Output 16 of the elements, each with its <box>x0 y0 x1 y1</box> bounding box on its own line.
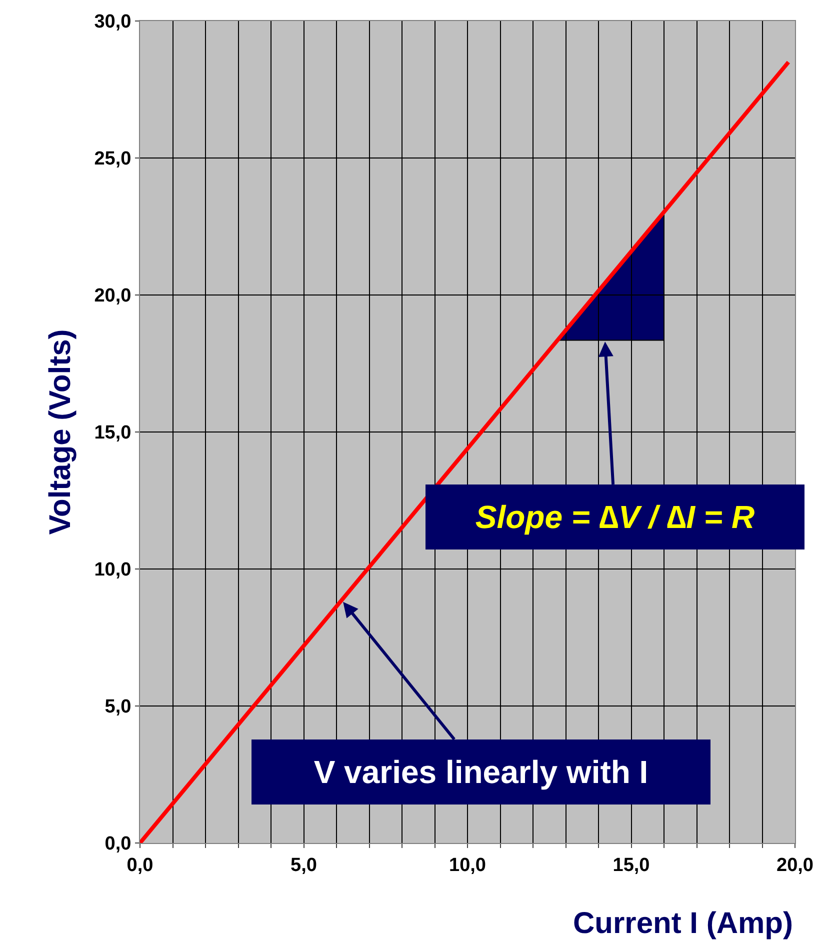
y-tick-label: 0,0 <box>104 834 132 855</box>
x-axis-title: Current I (Amp) <box>573 907 793 940</box>
y-axis-title: Voltage (Volts) <box>44 329 78 535</box>
y-tick-label: 15,0 <box>94 422 132 444</box>
x-tick-label: 20,0 <box>776 854 814 876</box>
y-tick-label: 25,0 <box>94 148 132 170</box>
x-tick-label: 10,0 <box>449 854 486 876</box>
annotation: Slope = ∆V / ∆I = R <box>475 499 755 535</box>
y-tick-label: 5,0 <box>104 696 132 718</box>
y-tick-label: 30,0 <box>94 12 132 33</box>
annotation: V varies linearly with I <box>314 754 648 790</box>
x-tick-label: 0,0 <box>126 854 154 876</box>
x-tick-label: 5,0 <box>290 854 317 876</box>
x-tick-label: 15,0 <box>612 854 650 876</box>
y-tick-label: 10,0 <box>94 560 132 581</box>
y-tick-label: 20,0 <box>94 286 132 307</box>
